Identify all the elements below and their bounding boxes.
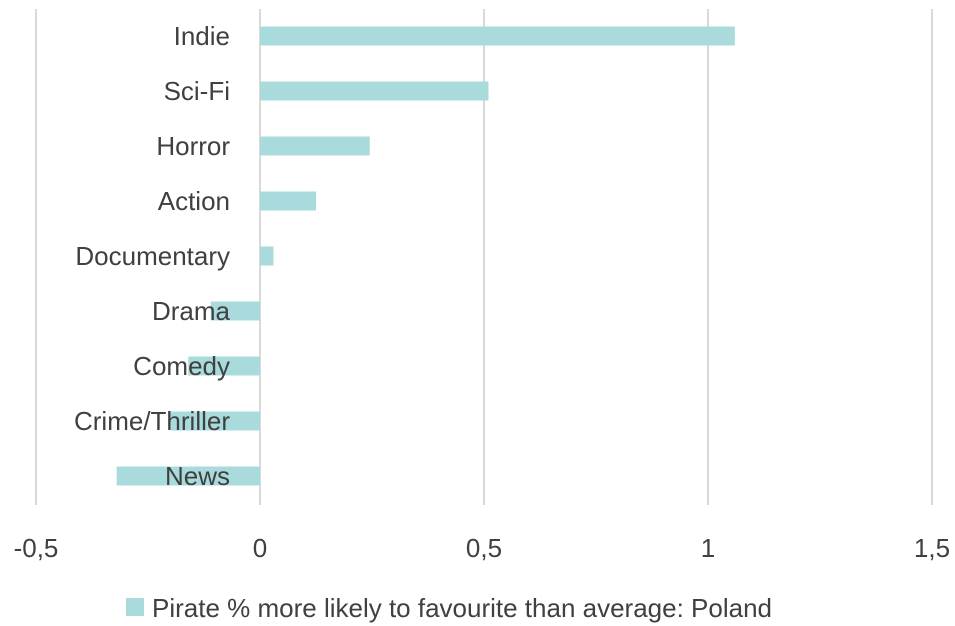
category-label: Documentary [75,241,230,271]
bar [260,26,735,46]
category-label: Crime/Thriller [74,406,230,436]
x-tick-label: 0 [253,533,267,563]
bar [210,301,260,321]
x-axis-tick-labels: -0,5 0 0,5 1 1,5 [14,533,950,563]
bar [260,246,274,266]
category-label: Drama [152,296,231,326]
category-label: Sci-Fi [164,76,230,106]
legend: Pirate % more likely to favourite than a… [126,593,772,623]
bar [188,356,260,376]
x-tick-label: 0,5 [466,533,502,563]
bar [260,81,489,101]
category-labels: Indie Sci-Fi Horror Action Documentary Drama C… [74,21,231,491]
category-label: Horror [156,131,230,161]
bars [116,26,735,486]
bar [170,411,260,431]
category-label: Comedy [133,351,230,381]
category-label: Action [158,186,230,216]
legend-label: Pirate % more likely to favourite than a… [152,593,772,623]
x-tick-label: 1,5 [914,533,950,563]
category-label: Indie [174,21,230,51]
x-tick-label: 1 [701,533,715,563]
legend-swatch [126,598,144,616]
bar [260,136,370,156]
bar [260,191,316,211]
bar [116,466,260,486]
category-label: News [165,461,230,491]
x-tick-label: -0,5 [14,533,59,563]
